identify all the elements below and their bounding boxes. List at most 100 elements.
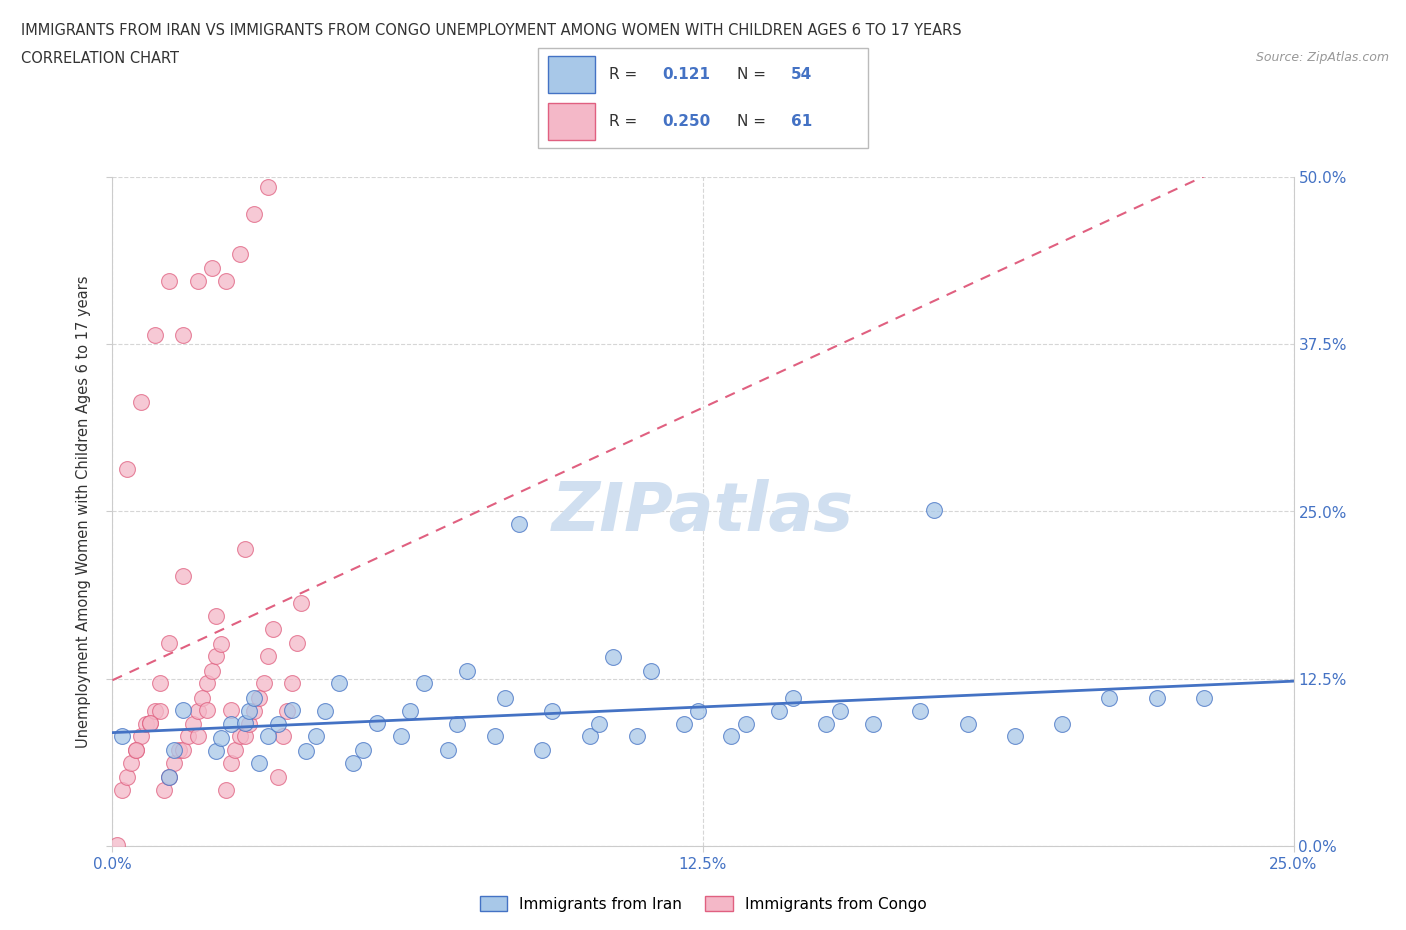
Bar xyxy=(548,56,595,93)
Point xyxy=(602,650,624,665)
Point xyxy=(578,729,600,744)
Point xyxy=(233,729,256,744)
Point xyxy=(828,704,851,719)
Point xyxy=(484,729,506,744)
Point xyxy=(262,622,284,637)
Point xyxy=(186,704,208,719)
Point xyxy=(186,729,208,744)
Point xyxy=(205,608,228,623)
Point xyxy=(120,756,142,771)
Point xyxy=(271,729,294,744)
Point xyxy=(413,675,436,690)
FancyBboxPatch shape xyxy=(537,47,869,148)
Point xyxy=(389,729,412,744)
Text: Source: ZipAtlas.com: Source: ZipAtlas.com xyxy=(1256,51,1389,64)
Point xyxy=(366,716,388,731)
Point xyxy=(304,729,326,744)
Point xyxy=(688,704,710,719)
Point xyxy=(862,717,884,732)
Point xyxy=(181,717,204,732)
Point xyxy=(782,690,804,705)
Point xyxy=(285,635,308,650)
Point xyxy=(508,516,530,531)
Point xyxy=(215,273,238,288)
Point xyxy=(167,742,190,757)
Point xyxy=(814,717,837,732)
Point xyxy=(540,704,562,719)
Point xyxy=(229,247,252,262)
Text: CORRELATION CHART: CORRELATION CHART xyxy=(21,51,179,66)
Text: 54: 54 xyxy=(790,67,813,82)
Point xyxy=(924,503,946,518)
Point xyxy=(129,729,152,744)
Text: R =: R = xyxy=(609,113,641,128)
Point xyxy=(195,702,218,717)
Point xyxy=(456,663,478,678)
Text: N =: N = xyxy=(737,113,770,128)
Text: 61: 61 xyxy=(790,113,813,128)
Point xyxy=(139,716,162,731)
Point xyxy=(229,729,252,744)
Point xyxy=(352,742,374,757)
Point xyxy=(720,729,742,744)
Point xyxy=(588,717,610,732)
Point xyxy=(149,704,172,719)
Point xyxy=(276,704,298,719)
Point xyxy=(111,783,134,798)
Point xyxy=(115,769,138,784)
Point xyxy=(195,675,218,690)
Point xyxy=(281,675,304,690)
Point xyxy=(673,717,696,732)
Point xyxy=(219,756,242,771)
Point xyxy=(253,675,276,690)
Point xyxy=(243,690,266,705)
Point xyxy=(172,568,194,583)
Point xyxy=(163,756,186,771)
Point xyxy=(172,702,194,717)
Point xyxy=(209,637,232,652)
Point xyxy=(531,742,554,757)
Point xyxy=(186,273,208,288)
Text: 0.121: 0.121 xyxy=(662,67,710,82)
Point xyxy=(238,704,260,719)
Point xyxy=(267,717,290,732)
Legend: Immigrants from Iran, Immigrants from Congo: Immigrants from Iran, Immigrants from Co… xyxy=(474,889,932,918)
Point xyxy=(295,744,318,759)
Text: IMMIGRANTS FROM IRAN VS IMMIGRANTS FROM CONGO UNEMPLOYMENT AMONG WOMEN WITH CHIL: IMMIGRANTS FROM IRAN VS IMMIGRANTS FROM … xyxy=(21,23,962,38)
Point xyxy=(640,663,662,678)
Point xyxy=(115,461,138,476)
Point xyxy=(219,702,242,717)
Point xyxy=(247,690,270,705)
Point xyxy=(205,649,228,664)
Point xyxy=(224,742,246,757)
Text: 0.250: 0.250 xyxy=(662,113,711,128)
Point xyxy=(143,704,166,719)
Point xyxy=(172,742,194,757)
Point xyxy=(129,394,152,409)
Point xyxy=(446,717,468,732)
Point xyxy=(910,704,932,719)
Point xyxy=(149,675,172,690)
Point xyxy=(247,756,270,771)
Point xyxy=(1192,690,1215,705)
Point xyxy=(1098,690,1121,705)
Point xyxy=(281,702,304,717)
Point xyxy=(157,273,180,288)
Point xyxy=(111,729,134,744)
Point xyxy=(205,744,228,759)
Point xyxy=(125,742,148,757)
Point xyxy=(201,663,224,678)
Point xyxy=(105,838,128,853)
Point xyxy=(163,742,186,757)
Point xyxy=(328,675,350,690)
Point xyxy=(219,717,242,732)
Point xyxy=(267,769,290,784)
Point xyxy=(956,717,979,732)
Text: R =: R = xyxy=(609,67,641,82)
Point xyxy=(157,769,180,784)
Point xyxy=(209,730,232,745)
Point xyxy=(734,717,756,732)
Point xyxy=(1146,690,1168,705)
Point xyxy=(177,729,200,744)
Point xyxy=(494,690,516,705)
